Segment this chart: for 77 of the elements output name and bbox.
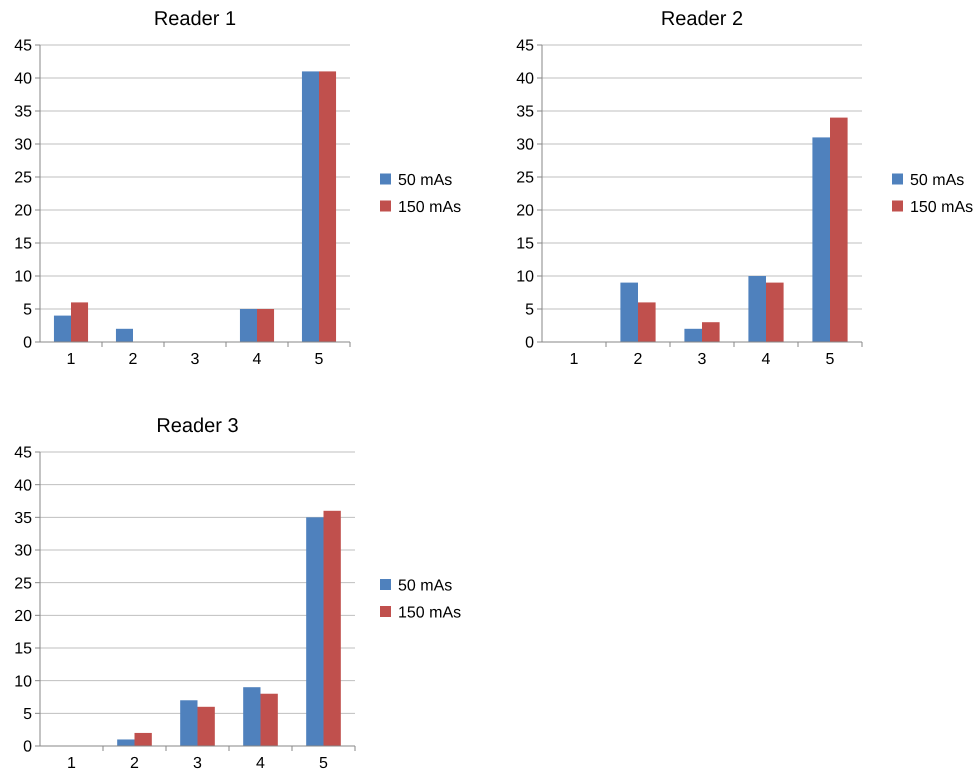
bar <box>240 309 257 342</box>
y-tick-label: 35 <box>14 104 32 121</box>
y-tick-label: 45 <box>14 38 32 55</box>
x-tick-label: 5 <box>314 351 324 368</box>
bar <box>702 322 720 342</box>
chart-title: Reader 1 <box>154 8 236 30</box>
y-tick-label: 5 <box>525 302 534 319</box>
legend-label: 150 mAs <box>398 199 462 216</box>
x-tick-label: 3 <box>190 351 200 368</box>
y-tick-label: 25 <box>14 575 32 592</box>
legend-label: 50 mAs <box>910 172 964 190</box>
y-tick-label: 15 <box>14 236 32 253</box>
y-tick-label: 0 <box>525 334 534 352</box>
y-tick-label: 30 <box>14 542 32 560</box>
bar <box>620 282 638 342</box>
y-tick-label: 5 <box>23 302 32 319</box>
bar <box>306 517 324 746</box>
bar <box>748 276 766 342</box>
x-tick-label: 5 <box>826 351 835 368</box>
x-tick-label: 1 <box>67 755 76 772</box>
bar <box>243 687 260 746</box>
y-tick-label: 0 <box>23 738 32 756</box>
bar <box>180 700 198 746</box>
x-tick-label: 1 <box>66 351 76 368</box>
y-tick-label: 30 <box>516 136 534 154</box>
bar <box>257 309 274 342</box>
bar <box>71 302 88 342</box>
y-tick-label: 25 <box>516 170 534 187</box>
x-tick-label: 2 <box>634 351 643 368</box>
y-tick-label: 20 <box>14 608 32 625</box>
x-tick-label: 2 <box>128 351 138 368</box>
x-tick-label: 3 <box>193 755 202 772</box>
bar <box>117 739 134 746</box>
y-tick-label: 20 <box>516 202 534 220</box>
y-tick-label: 10 <box>516 268 534 286</box>
x-tick-label: 4 <box>762 351 771 368</box>
bar <box>198 706 215 746</box>
y-tick-label: 40 <box>14 477 32 494</box>
bar <box>684 328 702 342</box>
y-tick-label: 15 <box>14 640 32 658</box>
y-tick-label: 20 <box>14 202 32 220</box>
y-tick-label: 10 <box>14 268 32 286</box>
bar <box>116 328 133 342</box>
y-tick-label: 45 <box>14 444 32 462</box>
y-tick-label: 35 <box>516 104 534 121</box>
legend-label: 150 mAs <box>910 199 974 216</box>
y-tick-label: 0 <box>23 334 32 352</box>
bar <box>319 71 336 342</box>
chart-title: Reader 2 <box>660 8 744 30</box>
x-tick-label: 1 <box>570 351 579 368</box>
bar <box>830 118 848 342</box>
x-tick-label: 4 <box>256 755 266 772</box>
bar <box>302 71 319 342</box>
x-tick-label: 4 <box>252 351 262 368</box>
y-tick-label: 25 <box>14 170 32 187</box>
bar <box>134 732 152 746</box>
x-tick-label: 2 <box>130 755 140 772</box>
bar <box>324 510 341 746</box>
x-tick-label: 3 <box>698 351 707 368</box>
chart-title: Reader 3 <box>156 415 239 437</box>
y-tick-label: 15 <box>516 236 534 253</box>
y-tick-label: 5 <box>23 706 32 723</box>
y-tick-label: 30 <box>14 136 32 154</box>
x-tick-label: 5 <box>319 755 328 772</box>
legend-label: 150 mAs <box>398 604 462 622</box>
legend-label: 50 mAs <box>398 578 452 595</box>
bar <box>54 316 71 342</box>
bar <box>766 282 784 342</box>
bar <box>812 137 830 342</box>
y-tick-label: 45 <box>516 38 534 55</box>
y-tick-label: 10 <box>14 673 32 690</box>
y-tick-label: 40 <box>14 70 32 88</box>
y-tick-label: 40 <box>516 70 534 88</box>
bar <box>260 694 278 746</box>
legend-label: 50 mAs <box>398 172 452 190</box>
bar <box>638 302 656 342</box>
y-tick-label: 35 <box>14 510 32 527</box>
